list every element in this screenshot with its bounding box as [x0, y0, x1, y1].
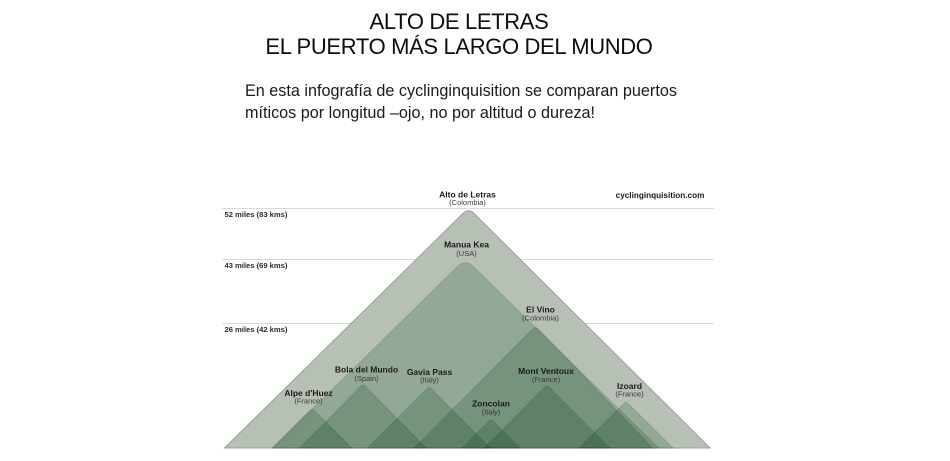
- svg-text:Alpe d'Huez: Alpe d'Huez: [284, 388, 332, 398]
- svg-text:cyclinginquisition.com: cyclinginquisition.com: [616, 191, 705, 200]
- svg-text:(Spain): (Spain): [354, 374, 379, 383]
- svg-text:El Vino: El Vino: [526, 305, 555, 315]
- svg-text:Manua Kea: Manua Kea: [444, 240, 489, 250]
- svg-text:Alto de Letras: Alto de Letras: [439, 190, 496, 200]
- svg-text:Gavia Pass: Gavia Pass: [407, 367, 453, 377]
- svg-text:Zoncolan: Zoncolan: [472, 399, 510, 409]
- svg-text:Mont Ventoux: Mont Ventoux: [518, 366, 574, 376]
- svg-text:(France): (France): [532, 375, 561, 384]
- svg-text:(Colombia): (Colombia): [522, 314, 559, 323]
- svg-text:Bola del Mundo: Bola del Mundo: [335, 364, 398, 374]
- svg-text:Izoard: Izoard: [617, 381, 642, 391]
- svg-text:(Colombia): (Colombia): [449, 198, 486, 207]
- svg-text:43 miles (69 kms): 43 miles (69 kms): [225, 261, 288, 270]
- svg-text:(France): (France): [615, 390, 644, 399]
- svg-text:(Italy): (Italy): [482, 408, 501, 417]
- svg-text:52 miles (83 kms): 52 miles (83 kms): [225, 210, 288, 219]
- svg-text:(Italy): (Italy): [420, 376, 439, 385]
- svg-text:26 miles (42 kms): 26 miles (42 kms): [225, 325, 288, 334]
- svg-text:(USA): (USA): [456, 249, 477, 258]
- svg-text:(France): (France): [294, 397, 323, 406]
